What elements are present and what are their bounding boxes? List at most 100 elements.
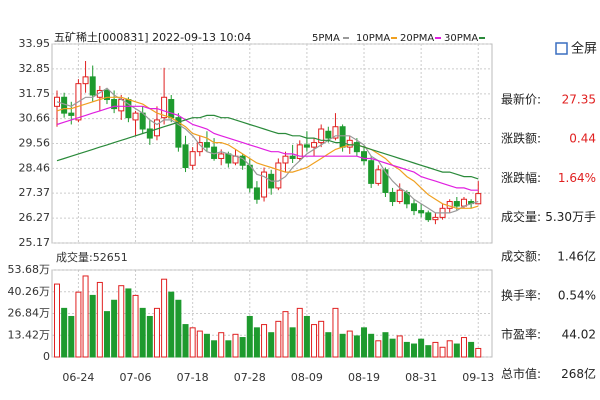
y-tick-label: 0 [43,350,50,363]
volume-bar [389,338,396,358]
volume-bar [425,345,432,358]
volume-bar [75,291,82,358]
volume-bar [468,341,475,358]
candle-body [332,126,339,139]
candle-body [103,89,110,101]
ma-line [56,87,479,214]
candle-body [311,142,318,148]
volume-bar [368,333,375,358]
candle-body [253,187,260,200]
candle-body [289,155,296,159]
candle-body [203,142,210,148]
candle-body [396,189,403,203]
volume-bar [196,330,203,358]
volume-bar [253,327,260,358]
x-tick-label: 08-31 [405,371,437,384]
x-tick-label: 07-06 [120,371,152,384]
y-tick-label: 40.26万 [8,285,51,298]
volume-bar [246,315,253,358]
legend-label: 5PMA [312,33,340,44]
quote-value: 0.44 [569,132,596,146]
candle-body [68,112,75,116]
volume-bar [139,307,146,358]
volume-bar [275,320,282,358]
legend-label: 20PMA [400,33,434,44]
volume-bar [61,307,68,358]
volume-bar [361,327,368,358]
volume-bar [460,337,467,358]
candle-body [261,171,268,198]
y-tick-label: 32.85 [19,62,51,75]
x-tick-label: 07-18 [177,371,209,384]
volume-bar [82,275,89,358]
candle-body [182,144,189,169]
candle-body [111,99,118,110]
candle-body [161,96,168,119]
candle-body [325,130,332,139]
candle-body [225,153,232,164]
volume-bar [339,333,346,358]
x-tick-label: 06-24 [62,371,94,384]
volume-title: 成交量:52651 [56,250,128,264]
volume-bar [132,294,139,358]
candle-body [82,76,89,85]
candle-body [125,99,132,119]
volume-bar [103,311,110,358]
ma-line [56,114,479,180]
candle-body [425,212,432,221]
fullscreen-icon [555,42,568,55]
volume-bar [175,299,182,358]
quote-value: 1.46亿 [557,248,596,263]
volume-bar [161,278,168,358]
y-tick-label: 27.37 [19,186,51,199]
quote-value: 268亿 [561,366,596,381]
candle-body [282,155,289,164]
quote-label: 市盈率: [501,327,541,342]
candle-body [132,112,139,121]
volume-bar [225,340,232,358]
quote-value: 1.64% [558,171,596,185]
volume-bar [346,330,353,358]
volume-bar [325,332,332,358]
candle-body [375,169,382,184]
volume-bar [54,283,60,358]
stock-title: 五矿稀土[000831] 2022-09-13 10:04 [54,31,251,44]
y-tick-label: 30.66 [19,112,51,125]
candle-body [296,144,303,159]
volume-bar [218,332,225,358]
volume-bar [261,324,268,358]
volume-bar [111,299,118,358]
candle-body [361,151,368,162]
volume-bar [189,327,196,358]
volume-bar [96,281,103,358]
volume-bar [153,307,160,358]
quote-label: 涨跌幅: [501,170,541,185]
y-tick-label: 53.68万 [8,263,51,276]
y-tick-label: 29.56 [19,137,51,150]
candle-body [218,153,225,159]
volume-bar [332,307,339,358]
candle-body [411,203,417,212]
volume-bar [289,327,296,358]
candle-body [89,76,96,96]
volume-bar [203,333,210,358]
volume-bar [168,291,175,358]
y-tick-label: 13.42万 [8,328,51,341]
volume-bar [353,335,360,358]
quote-label: 换手率: [501,288,541,303]
fullscreen-button[interactable]: 全屏 [555,41,597,57]
fullscreen-label[interactable]: 全屏 [571,41,597,57]
candle-body [275,162,282,189]
candle-body [189,151,196,166]
quote-value: 0.54% [558,289,596,303]
candle-body [368,160,375,184]
candle-body [54,96,60,107]
quote-label: 最新价: [501,92,541,107]
volume-bar [446,340,453,358]
x-tick-label: 07-28 [234,371,266,384]
volume-bar [453,343,460,358]
volume-bar [303,315,310,358]
x-tick-label: 08-09 [291,371,323,384]
volume-bar [89,294,96,358]
